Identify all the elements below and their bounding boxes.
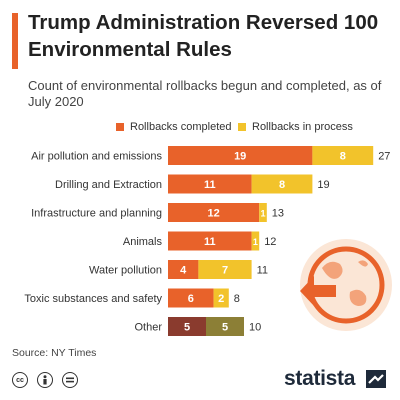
category-label: Other [134, 322, 162, 334]
data-label-completed: 19 [234, 151, 246, 163]
category-label: Air pollution and emissions [31, 151, 162, 163]
chart-subtitle: Count of environmental rollbacks begun a… [28, 78, 382, 109]
legend-swatch-in-process [238, 123, 246, 131]
category-label: Toxic substances and safety [24, 293, 162, 305]
data-label-in-process: 5 [222, 322, 228, 334]
bar-in-process [213, 288, 229, 308]
data-label-completed: 12 [207, 208, 219, 220]
globe-arrow-decoration [300, 239, 392, 331]
globe-halo [300, 239, 392, 331]
bar-completed [168, 203, 260, 222]
data-label-completed: 11 [204, 236, 216, 248]
data-label-total: 8 [234, 293, 240, 305]
bars-group: Air pollution and emissions 19 8 27Drilling… [24, 146, 390, 336]
data-label-in-process: 2 [218, 293, 224, 305]
legend-item-in-process: Rollbacks in process [238, 121, 353, 133]
data-label-in-process: 8 [279, 179, 285, 191]
statista-logo[interactable]: statista [284, 367, 356, 390]
no-derivatives-icon[interactable] [62, 372, 78, 388]
bar-in-process [206, 317, 244, 336]
bar-completed [168, 288, 214, 308]
data-label-total: 19 [317, 179, 329, 191]
title-accent-bar [12, 13, 18, 69]
data-label-completed: 5 [184, 322, 190, 334]
data-label-completed: 11 [204, 179, 216, 191]
legend-label-in-process: Rollbacks in process [252, 121, 353, 133]
category-label: Animals [123, 236, 163, 248]
data-label-total: 13 [272, 208, 284, 220]
bar-completed [168, 146, 313, 165]
data-label-in-process: 1 [253, 237, 258, 247]
category-label: Drilling and Extraction [55, 179, 162, 191]
bar-completed [168, 174, 252, 194]
attribution-icon[interactable] [37, 372, 53, 388]
data-label-total: 11 [257, 265, 268, 277]
person-glyph [43, 375, 47, 385]
data-label-in-process: 8 [340, 151, 346, 163]
bar-in-process [259, 203, 267, 222]
bar-in-process [251, 231, 260, 251]
data-label-total: 10 [249, 322, 261, 334]
arrow-left-icon [300, 276, 336, 306]
data-label-completed: 6 [188, 293, 194, 305]
category-label: Water pollution [89, 265, 162, 277]
equals-glyph [66, 377, 74, 383]
data-label-in-process: 7 [222, 265, 228, 277]
chart-title: Trump Administration Reversed 100 Enviro… [28, 11, 379, 61]
bar-in-process [251, 174, 313, 194]
bar-completed [168, 231, 252, 251]
bar-in-process [312, 146, 374, 165]
license-icons: cc [12, 372, 87, 388]
bar-completed [168, 260, 199, 279]
legend-label-completed: Rollbacks completed [130, 121, 232, 133]
legend-swatch-completed [116, 123, 124, 131]
creative-commons-icon[interactable]: cc [12, 372, 28, 388]
chart-area: Air pollution and emissions 19 8 27Drilling… [24, 146, 392, 336]
globe-continents-icon [322, 260, 368, 306]
data-label-total: 12 [264, 236, 276, 248]
data-label-in-process: 1 [260, 209, 265, 219]
legend: Rollbacks completed Rollbacks in process [0, 121, 400, 137]
category-label: Infrastructure and planning [31, 208, 162, 220]
bar-completed [168, 317, 206, 336]
legend-item-completed: Rollbacks completed [116, 121, 232, 133]
statista-mark-icon [366, 370, 386, 388]
data-label-total: 27 [378, 151, 390, 163]
source-note: Source: NY Times [12, 347, 97, 359]
bar-in-process [198, 260, 252, 279]
data-label-completed: 4 [180, 265, 187, 277]
